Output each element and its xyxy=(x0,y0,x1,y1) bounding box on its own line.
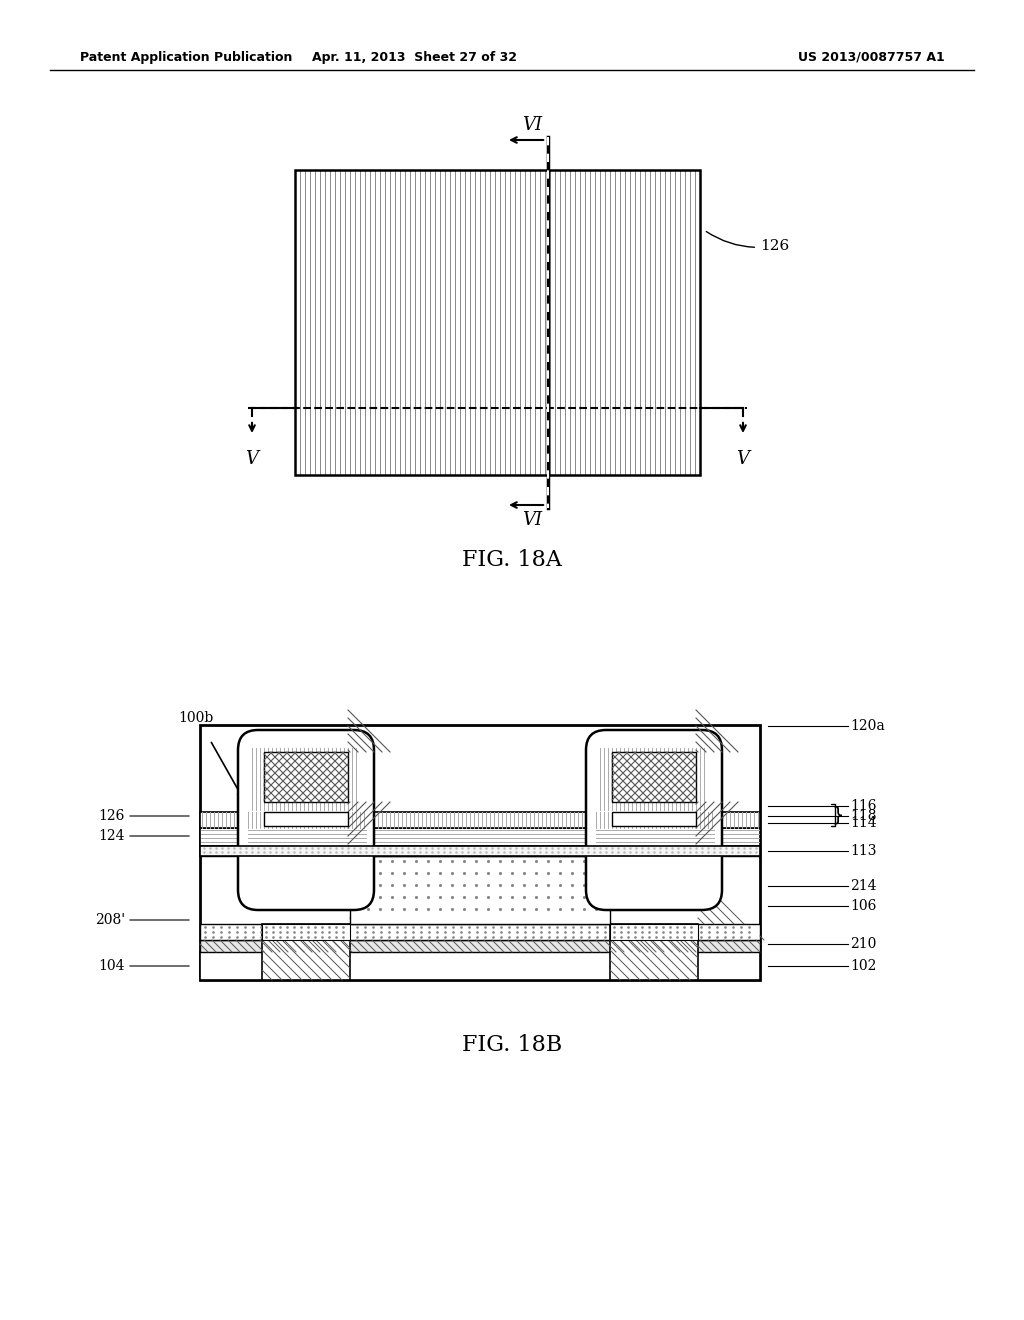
Text: 214: 214 xyxy=(850,879,877,894)
Text: 113: 113 xyxy=(850,843,877,858)
Text: V: V xyxy=(736,450,750,467)
Bar xyxy=(264,752,348,803)
Bar xyxy=(200,952,760,979)
Bar xyxy=(200,828,760,846)
Bar xyxy=(295,170,700,475)
Bar xyxy=(200,924,760,940)
Bar xyxy=(262,924,350,979)
Text: VI: VI xyxy=(522,116,542,135)
Text: Apr. 11, 2013  Sheet 27 of 32: Apr. 11, 2013 Sheet 27 of 32 xyxy=(312,50,517,63)
Text: 120a: 120a xyxy=(850,719,885,733)
Bar xyxy=(610,924,698,979)
Bar xyxy=(200,940,760,952)
Bar xyxy=(612,812,696,826)
Bar xyxy=(594,812,714,828)
Bar xyxy=(200,725,760,979)
Bar xyxy=(262,924,350,940)
Bar xyxy=(610,924,698,940)
FancyBboxPatch shape xyxy=(238,730,374,909)
FancyBboxPatch shape xyxy=(586,730,722,909)
Text: 114: 114 xyxy=(850,816,877,830)
Text: 102: 102 xyxy=(850,960,877,973)
Text: }: } xyxy=(831,805,845,825)
Text: V: V xyxy=(246,450,258,467)
Bar xyxy=(350,855,610,924)
Bar xyxy=(295,170,700,475)
Text: 106: 106 xyxy=(850,899,877,913)
Text: 104: 104 xyxy=(98,960,125,973)
Text: US 2013/0087757 A1: US 2013/0087757 A1 xyxy=(799,50,945,63)
Text: 210: 210 xyxy=(850,937,877,950)
Text: 118: 118 xyxy=(850,809,877,822)
Text: 116: 116 xyxy=(850,799,877,813)
Text: FIG. 18A: FIG. 18A xyxy=(462,549,562,572)
Bar xyxy=(264,812,348,826)
Bar xyxy=(612,752,696,803)
Bar xyxy=(246,812,366,828)
Text: 100b: 100b xyxy=(178,711,213,725)
Text: FIG. 18B: FIG. 18B xyxy=(462,1034,562,1056)
Text: VI: VI xyxy=(522,511,542,529)
Text: 126: 126 xyxy=(98,809,125,822)
Bar xyxy=(246,828,366,846)
Text: 124: 124 xyxy=(98,829,125,843)
Bar xyxy=(200,846,760,855)
Bar xyxy=(200,846,760,855)
Text: Patent Application Publication: Patent Application Publication xyxy=(80,50,293,63)
Bar xyxy=(200,812,760,828)
Text: 126: 126 xyxy=(707,231,790,253)
Text: 208': 208' xyxy=(95,913,125,927)
Bar xyxy=(594,828,714,846)
